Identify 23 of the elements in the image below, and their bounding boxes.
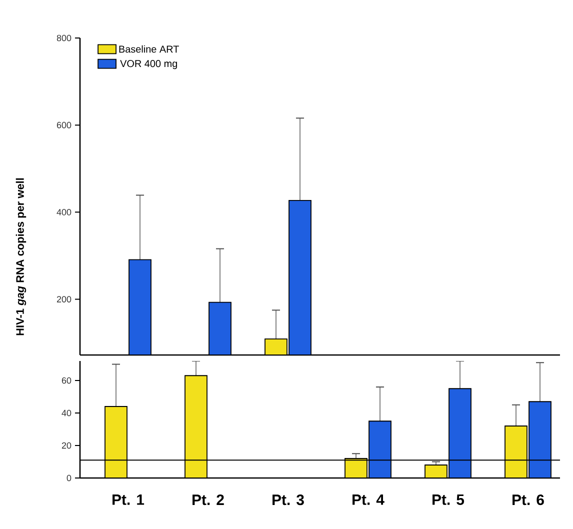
bar [528,401,552,478]
x-tick-label: Pt. 4 [352,494,384,505]
y-axis-title: HIV-1 gag RNA copies per well [16,178,26,336]
x-tick-label: Pt. 3 [272,494,304,506]
y-tick-label: 60 [62,377,72,384]
y-tick-label: 40 [62,410,72,416]
y-tick-label: 20 [62,442,72,449]
legend-label: Baseline ART [119,45,179,53]
x-tick-label: Pt. 5 [432,494,464,505]
bar [104,406,128,478]
y-tick-label: 200 [56,296,72,302]
legend-label: VOR 400 mg [120,60,177,70]
bar [448,388,472,478]
y-tick-label: 0 [66,474,72,482]
x-tick-label: Pt. 2 [192,494,224,506]
bar [368,420,392,478]
bar [184,375,208,478]
x-tick-label: Pt. 1 [112,494,144,505]
bar [504,426,528,478]
y-tick-label: 800 [56,34,72,42]
y-tick-label: 400 [56,208,72,216]
y-tick-label: 600 [56,122,72,128]
x-tick-label: Pt. 6 [512,494,544,506]
